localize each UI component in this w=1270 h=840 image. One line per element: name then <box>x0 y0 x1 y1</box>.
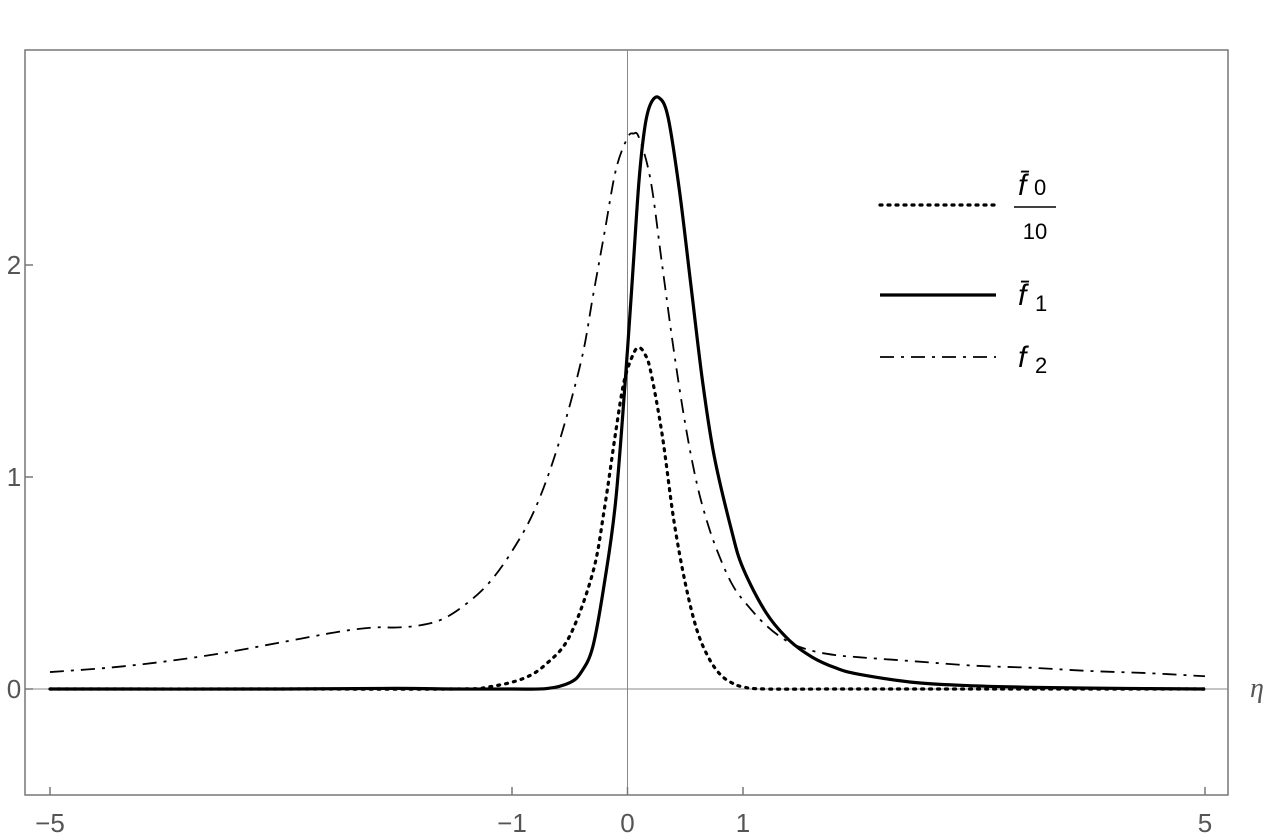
y-tick-label: 0 <box>7 674 21 704</box>
legend-label: f <box>1018 341 1029 374</box>
series-f0-over-10-line <box>48 346 1207 691</box>
x-tick-label: 5 <box>1198 808 1212 838</box>
legend-label-numerator: f̄ <box>1018 169 1030 202</box>
legend-label-subscript: 0 <box>1034 175 1046 200</box>
x-axis-label: η <box>1250 673 1264 704</box>
series-f2-line <box>49 131 1206 678</box>
y-tick-label: 2 <box>7 250 21 280</box>
legend-label-subscript: 2 <box>1035 353 1047 378</box>
x-tick-label: −5 <box>35 808 65 838</box>
legend-label-subscript: 1 <box>1035 291 1047 316</box>
legend-label: f̄ <box>1018 279 1030 312</box>
x-tick-label: 0 <box>620 808 634 838</box>
series-layer <box>48 95 1207 691</box>
x-tick-label: 1 <box>736 808 750 838</box>
axes <box>25 50 1228 795</box>
series-f1-line <box>49 95 1206 691</box>
plot-frame <box>24 49 1229 796</box>
legend-label-denominator: 10 <box>1023 219 1047 244</box>
x-tick-label: −1 <box>497 808 527 838</box>
y-tick-label: 1 <box>7 462 21 492</box>
ticks: −5 −1 0 1 5 0 1 2 <box>7 250 1212 838</box>
